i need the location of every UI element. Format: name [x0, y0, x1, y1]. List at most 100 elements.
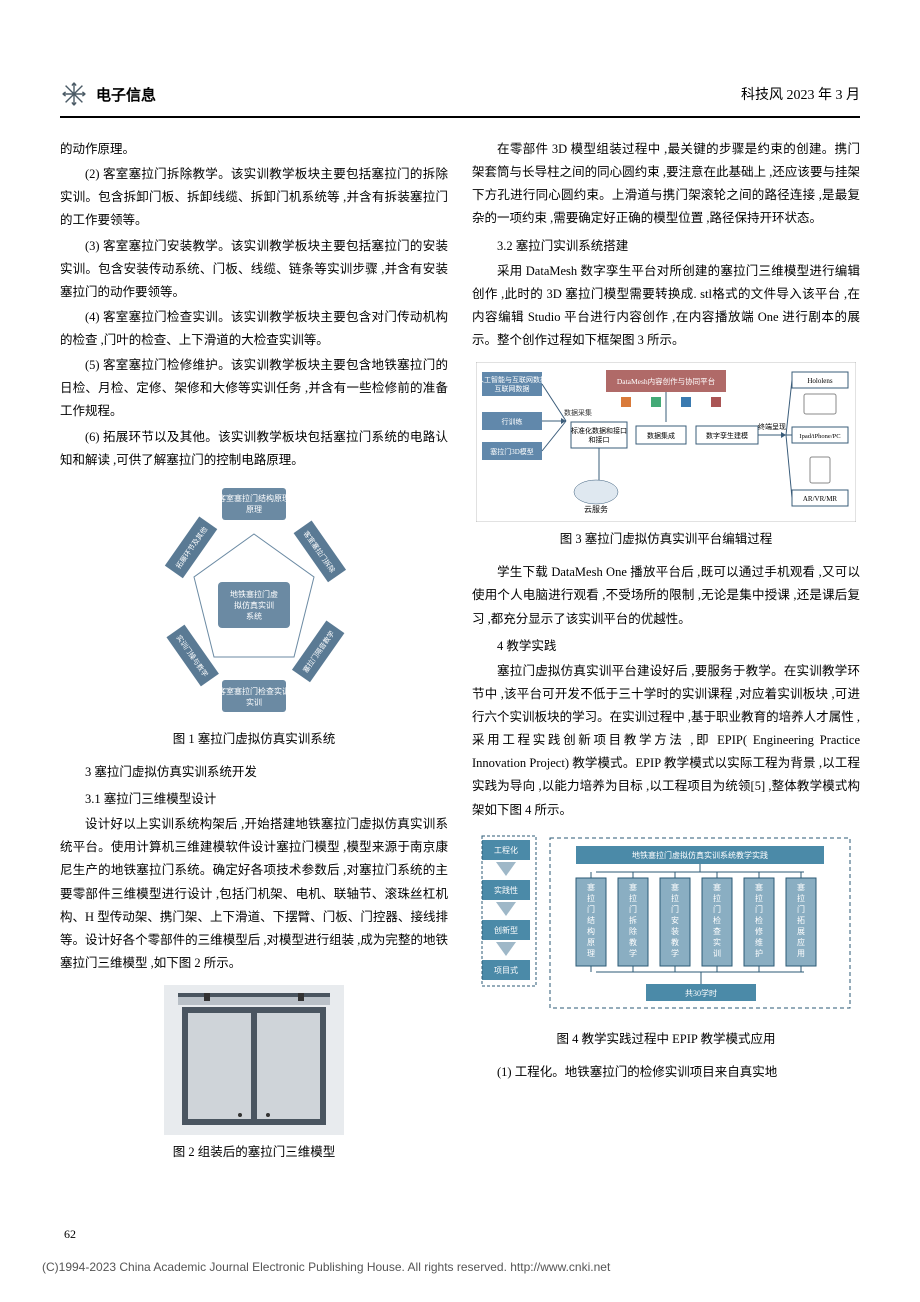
svg-text:DataMesh内容创作与协同平台: DataMesh内容创作与协同平台	[617, 376, 715, 386]
svg-text:塞: 塞	[629, 882, 637, 892]
svg-text:系统: 系统	[246, 611, 262, 621]
svg-text:除: 除	[629, 926, 637, 936]
svg-text:实践性: 实践性	[494, 885, 518, 895]
paragraph: 的动作原理。	[60, 138, 448, 161]
svg-text:检: 检	[755, 915, 763, 925]
section-title: 3.1 塞拉门三维模型设计	[60, 788, 448, 811]
svg-text:拆: 拆	[629, 915, 637, 925]
svg-text:结: 结	[587, 915, 595, 925]
fig2-caption: 图 2 组装后的塞拉门三维模型	[60, 1141, 448, 1164]
svg-text:拓: 拓	[797, 915, 805, 925]
svg-text:学: 学	[629, 948, 637, 958]
svg-text:检: 检	[713, 915, 721, 925]
svg-text:门: 门	[797, 904, 805, 914]
svg-text:教: 教	[671, 937, 679, 947]
paragraph: 学生下载 DataMesh One 播放平台后 ,既可以通过手机观看 ,又可以使…	[472, 561, 860, 630]
svg-text:共30学时: 共30学时	[685, 988, 717, 998]
page-header: 电子信息 科技风 2023 年 3 月	[60, 80, 860, 118]
svg-text:塞拉门3D模型: 塞拉门3D模型	[490, 447, 534, 456]
paragraph: (6) 拓展环节以及其他。该实训教学板块包括塞拉门系统的电路认知和解读 ,可供了…	[60, 426, 448, 472]
right-column: 在零部件 3D 模型组装过程中 ,最关键的步骤是约束的创建。携门架套筒与长导柱之…	[472, 138, 860, 1174]
svg-text:应: 应	[797, 937, 805, 947]
svg-text:Hololens: Hololens	[807, 377, 833, 385]
svg-text:拉: 拉	[587, 893, 595, 903]
svg-text:塞: 塞	[755, 882, 763, 892]
svg-text:学: 学	[671, 948, 679, 958]
figure-3: 人工智能与互联网数据互联网数据 行训练 塞拉门3D模型 数据采集 DataMes…	[472, 362, 860, 551]
svg-text:拉: 拉	[755, 893, 763, 903]
svg-text:拉: 拉	[629, 893, 637, 903]
svg-text:数据集成: 数据集成	[647, 431, 675, 440]
header-left: 电子信息	[60, 80, 156, 108]
svg-text:塞: 塞	[587, 882, 595, 892]
svg-text:拉: 拉	[671, 893, 679, 903]
svg-text:创新型: 创新型	[494, 925, 518, 935]
svg-text:查: 查	[713, 926, 721, 936]
paragraph: (4) 客室塞拉门检查实训。该实训教学板块主要包含对门传动机构的检查 ,门叶的检…	[60, 306, 448, 352]
fig4-cols: 塞拉门结构原理塞拉门拆除教学塞拉门安装教学塞拉门检查实训塞拉门检修维护塞拉门拓展…	[576, 872, 816, 972]
fig1-bottom: 客室塞拉门检查实训	[218, 686, 290, 696]
snowflake-icon	[60, 80, 88, 108]
svg-text:地铁塞拉门虚拟仿真实训系统教学实践: 地铁塞拉门虚拟仿真实训系统教学实践	[632, 850, 768, 860]
fig1-caption: 图 1 塞拉门虚拟仿真实训系统	[60, 728, 448, 751]
svg-text:维: 维	[755, 937, 763, 947]
svg-text:标准化数据和接口: 标准化数据和接口	[571, 426, 627, 435]
figure-4: 工程化 实践性 创新型 项目式 地铁塞拉门虚拟仿真实训系统教学实践 塞拉门结构原…	[472, 832, 860, 1051]
svg-text:原: 原	[587, 938, 595, 947]
svg-text:人工智能与互联网数据: 人工智能与互联网数据	[477, 375, 547, 384]
left-column: 的动作原理。 (2) 客室塞拉门拆除教学。该实训教学板块主要包括塞拉门的拆除实训…	[60, 138, 448, 1174]
fig4-caption: 图 4 教学实践过程中 EPIP 教学模式应用	[472, 1028, 860, 1051]
fig4-svg: 工程化 实践性 创新型 项目式 地铁塞拉门虚拟仿真实训系统教学实践 塞拉门结构原…	[476, 832, 856, 1022]
figure-2: 图 2 组装后的塞拉门三维模型	[60, 985, 448, 1164]
svg-text:门: 门	[713, 904, 721, 914]
svg-text:塞: 塞	[713, 882, 721, 892]
svg-text:展: 展	[797, 927, 805, 936]
fig3-svg: 人工智能与互联网数据互联网数据 行训练 塞拉门3D模型 数据采集 DataMes…	[476, 362, 856, 522]
svg-text:构: 构	[587, 926, 595, 936]
svg-text:数字孪生建模: 数字孪生建模	[706, 431, 748, 440]
section-title: 3 塞拉门虚拟仿真实训系统开发	[60, 761, 448, 784]
svg-text:教: 教	[629, 937, 637, 947]
journal-date: 科技风 2023 年 3 月	[741, 84, 860, 104]
svg-text:Ipad/iPhone/PC: Ipad/iPhone/PC	[799, 433, 840, 440]
svg-text:拟仿真实训: 拟仿真实训	[234, 600, 274, 610]
svg-text:互联网数据: 互联网数据	[495, 384, 530, 393]
paragraph: (1) 工程化。地铁塞拉门的检修实训项目来自真实地	[472, 1061, 860, 1084]
paragraph: 塞拉门虚拟仿真实训平台建设好后 ,要服务于教学。在实训教学环节中 ,该平台可开发…	[472, 660, 860, 822]
fig1-top: 客室塞拉门结构原理	[218, 493, 290, 503]
figure-1: 客室塞拉门结构原理 原理 客室塞拉门检查实训 实训 拓展环节及其他 客室塞拉门拆…	[60, 482, 448, 751]
svg-text:原理: 原理	[246, 505, 262, 514]
svg-text:终端呈现: 终端呈现	[758, 422, 786, 431]
svg-text:数据采集: 数据采集	[564, 408, 592, 417]
svg-text:实训: 实训	[246, 697, 262, 707]
svg-text:塞: 塞	[797, 882, 805, 892]
paragraph: (5) 客室塞拉门检修维护。该实训教学板块主要包含地铁塞拉门的日检、月检、定修、…	[60, 354, 448, 423]
svg-text:云服务: 云服务	[584, 504, 608, 514]
paragraph: 设计好以上实训系统构架后 ,开始搭建地铁塞拉门虚拟仿真实训系统平台。使用计算机三…	[60, 813, 448, 975]
svg-text:门: 门	[587, 904, 595, 914]
svg-text:装: 装	[671, 926, 679, 936]
content-area: 的动作原理。 (2) 客室塞拉门拆除教学。该实训教学板块主要包括塞拉门的拆除实训…	[60, 138, 860, 1174]
svg-text:理: 理	[587, 949, 595, 958]
svg-text:工程化: 工程化	[494, 845, 518, 855]
svg-text:修: 修	[755, 926, 763, 936]
svg-text:行训练: 行训练	[502, 417, 523, 426]
svg-text:护: 护	[755, 948, 763, 958]
svg-text:项目式: 项目式	[494, 965, 518, 975]
svg-text:实: 实	[713, 937, 721, 947]
fig4-left-labels: 工程化 实践性 创新型 项目式	[482, 840, 530, 980]
paragraph: (3) 客室塞拉门安装教学。该实训教学板块主要包括塞拉门的安装实训。包含安装传动…	[60, 235, 448, 304]
paragraph: (2) 客室塞拉门拆除教学。该实训教学板块主要包括塞拉门的拆除实训。包含拆卸门板…	[60, 163, 448, 232]
paragraph: 采用 DataMesh 数字孪生平台对所创建的塞拉门三维模型进行编辑创作 ,此时…	[472, 260, 860, 353]
svg-text:用: 用	[797, 949, 805, 958]
fig3-caption: 图 3 塞拉门虚拟仿真实训平台编辑过程	[472, 528, 860, 551]
svg-text:拉: 拉	[797, 893, 805, 903]
svg-text:和接口: 和接口	[589, 435, 610, 444]
fig2-svg	[164, 985, 344, 1135]
svg-text:门: 门	[629, 904, 637, 914]
section-title: 4 教学实践	[472, 635, 860, 658]
fig1-svg: 客室塞拉门结构原理 原理 客室塞拉门检查实训 实训 拓展环节及其他 客室塞拉门拆…	[144, 482, 364, 722]
svg-text:门: 门	[671, 904, 679, 914]
svg-text:训: 训	[713, 949, 721, 958]
copyright-footer: (C)1994-2023 China Academic Journal Elec…	[42, 1260, 610, 1274]
